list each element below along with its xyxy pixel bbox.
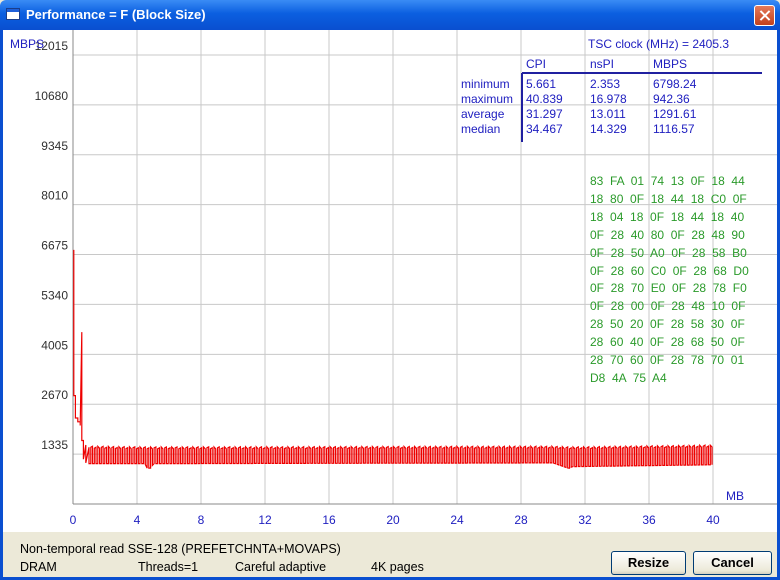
pages-label: 4K pages — [371, 560, 424, 574]
window-title: Performance = F (Block Size) — [26, 7, 206, 22]
x-tick-label: 0 — [70, 513, 77, 527]
y-tick-label: 4005 — [41, 338, 68, 352]
performance-chart: 0 4 8 12 16 20 24 28 32 36 40 1335 2670 4005 5340 6675 8… — [10, 30, 777, 527]
y-tick-label: 2670 — [41, 388, 68, 402]
y-tick-label: 9345 — [41, 139, 68, 153]
hex-line: 28 50 20 0F 28 58 30 0F — [590, 317, 745, 332]
maximum-cpi: 40.839 — [526, 92, 563, 106]
series-line — [73, 249, 713, 469]
hex-line: 0F 28 50 A0 0F 28 58 B0 — [590, 245, 747, 260]
x-tick-label: 36 — [642, 513, 656, 527]
hex-line: 0F 28 60 C0 0F 28 68 D0 — [590, 263, 749, 278]
x-tick-label: 8 — [198, 513, 205, 527]
minimum-mbps: 6798.24 — [653, 77, 697, 91]
minimum-nspi: 2.353 — [590, 77, 621, 91]
hex-line: 18 04 18 0F 18 44 18 40 — [590, 209, 745, 224]
hex-line: 18 80 0F 18 44 18 C0 0F — [590, 191, 747, 206]
x-tick-label: 28 — [514, 513, 528, 527]
median-cpi: 34.467 — [526, 122, 563, 136]
tsc-clock-label: TSC clock (MHz) = 2405.3 — [588, 37, 730, 51]
x-tick-label: 4 — [134, 513, 141, 527]
cancel-button[interactable]: Cancel — [693, 551, 772, 575]
average-mbps: 1291.61 — [653, 107, 697, 121]
maximum-mbps: 942.36 — [653, 92, 690, 106]
row-label-median: median — [461, 122, 501, 136]
average-nspi: 13.011 — [590, 107, 626, 121]
window-frame — [0, 30, 780, 580]
y-tick-label: 5340 — [41, 288, 68, 302]
x-tick-label: 32 — [578, 513, 592, 527]
median-mbps: 1116.57 — [653, 122, 695, 136]
threads-label: Threads=1 — [138, 560, 199, 574]
x-tick-label: 40 — [706, 513, 720, 527]
row-label-average: average — [461, 107, 505, 121]
hex-line: 0F 28 00 0F 28 48 10 0F — [590, 299, 746, 314]
title-bar[interactable]: Performance = F (Block Size) — [0, 0, 780, 30]
hex-line: 83 FA 01 74 13 0F 18 44 — [590, 174, 745, 188]
y-axis-label: MBPS — [10, 37, 44, 51]
median-nspi: 14.329 — [590, 122, 627, 136]
resize-button[interactable]: Resize — [611, 551, 686, 575]
x-tick-label: 16 — [322, 513, 336, 527]
hex-line: D8 4A 75 A4 — [590, 370, 667, 385]
header-mbps: MBPS — [653, 57, 688, 71]
header-nspi: nsPI — [590, 57, 615, 71]
x-tick-label: 20 — [386, 513, 400, 527]
x-tick-label: 12 — [258, 513, 272, 527]
hex-line: 0F 28 70 E0 0F 28 78 F0 — [590, 281, 747, 296]
mode-label: Careful adaptive — [235, 560, 327, 574]
average-cpi: 31.297 — [526, 107, 563, 121]
hex-line: 28 60 40 0F 28 68 50 0F — [590, 335, 745, 350]
row-label-maximum: maximum — [461, 92, 514, 106]
y-tick-label: 6675 — [41, 239, 68, 253]
hex-line: 0F 28 40 80 0F 28 48 90 — [590, 227, 745, 242]
method-label: Non-temporal read SSE-128 (PREFETCHNTA+M… — [20, 542, 341, 556]
y-tick-label: 8010 — [41, 189, 68, 203]
minimum-cpi: 5.661 — [526, 77, 557, 91]
window-icon — [6, 8, 20, 20]
y-tick-label: 12015 — [35, 39, 69, 53]
y-tick-label: 1335 — [41, 438, 68, 452]
x-tick-label: 24 — [450, 513, 464, 527]
maximum-nspi: 16.978 — [590, 92, 627, 106]
row-label-minimum: minimum — [461, 77, 510, 91]
header-cpi: CPI — [526, 57, 547, 71]
x-axis-label: MB — [726, 489, 744, 503]
y-tick-label: 10680 — [35, 89, 69, 103]
memory-label: DRAM — [20, 560, 57, 574]
close-button[interactable] — [754, 5, 775, 26]
hex-line: 28 70 60 0F 28 78 70 01 — [590, 353, 745, 368]
instruction-hex-dump: 83 FA 01 74 13 0F 18 44 18 80 0F 18 44 18… — [590, 173, 749, 388]
